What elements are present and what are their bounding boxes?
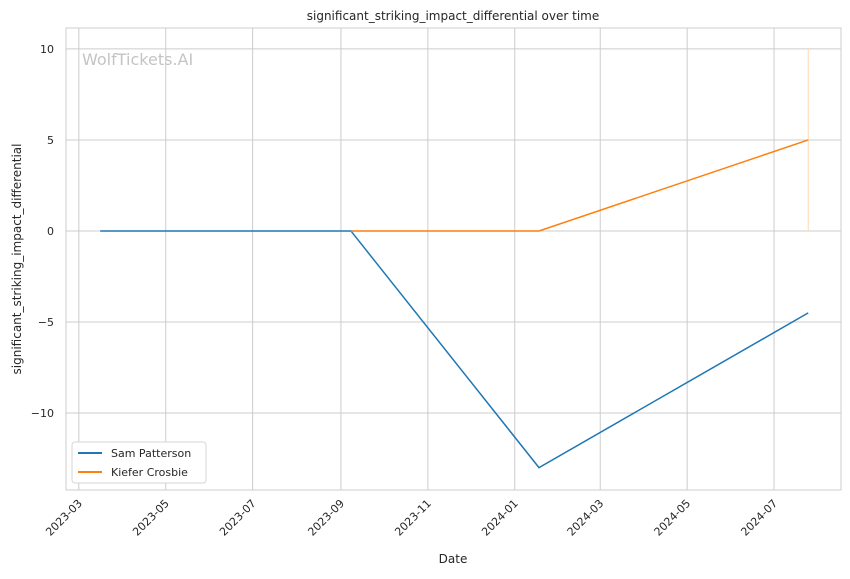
legend-box — [71, 441, 207, 484]
y-tick-label: 10 — [40, 43, 54, 56]
legend: Sam Patterson Kiefer Crosbie — [71, 441, 207, 484]
series-line-sam-patterson — [100, 230, 809, 469]
y-axis-label: significant_striking_impact_differential — [10, 144, 24, 375]
series-line-kiefer-crosbie — [350, 139, 809, 232]
x-tick-label: 2024-03 — [565, 497, 607, 539]
legend-label: Sam Patterson — [111, 447, 191, 460]
y-tick-label: 0 — [47, 225, 54, 238]
x-tick-label: 2023-09 — [305, 497, 347, 539]
x-tick-label: 2024-01 — [479, 497, 521, 539]
y-tick-label: −5 — [38, 316, 54, 329]
watermark: WolfTickets.AI — [82, 50, 193, 69]
x-tick-label: 2024-05 — [652, 497, 694, 539]
legend-label: Kiefer Crosbie — [111, 466, 188, 479]
x-tick-label: 2023-07 — [217, 497, 259, 539]
x-tick-label: 2023-05 — [130, 497, 172, 539]
x-axis-label: Date — [439, 552, 468, 566]
x-tick-label: 2023-11 — [392, 497, 434, 539]
plot-frame — [65, 27, 842, 491]
series-lines — [100, 48, 809, 469]
y-axis-ticks: 10 5 0 −5 −10 — [31, 43, 54, 420]
chart-title: significant_striking_impact_differential… — [307, 9, 599, 23]
x-tick-label: 2024-07 — [738, 497, 780, 539]
x-tick-label: 2023-03 — [43, 497, 85, 539]
grid — [66, 28, 841, 490]
y-tick-label: −10 — [31, 407, 54, 420]
x-axis-ticks: 2023-03 2023-05 2023-07 2023-09 2023-11 2024-… — [43, 497, 780, 539]
y-tick-label: 5 — [47, 134, 54, 147]
